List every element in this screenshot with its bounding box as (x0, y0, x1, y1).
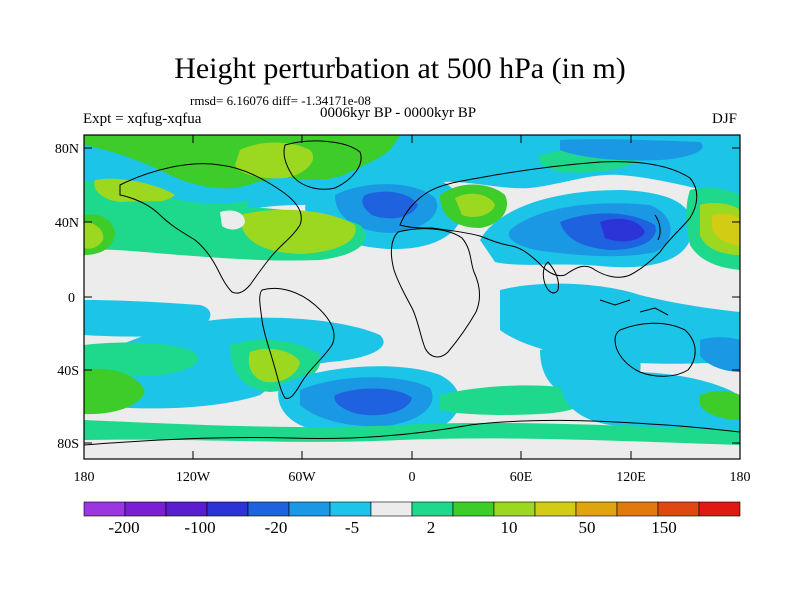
season-label: DJF (712, 111, 738, 127)
coastline-greenland (283, 140, 362, 190)
colorbar-label: 10 (501, 518, 518, 537)
axis-ticks (84, 135, 740, 459)
lon-label: 180 (74, 470, 95, 485)
colorbar-label: -5 (345, 518, 359, 537)
colorbar-label: 50 (579, 518, 596, 537)
contour-field (84, 135, 740, 459)
contour-region (700, 337, 740, 372)
contour-region (500, 283, 740, 364)
colorbar-swatch (370, 501, 413, 517)
coastline-south-america (259, 287, 335, 399)
lat-label: 80N (55, 142, 79, 157)
lon-label: 120E (616, 470, 646, 485)
lon-label: 0 (409, 470, 416, 485)
colorbar-swatch (616, 501, 659, 517)
lon-label: 60E (510, 470, 533, 485)
colorbar-swatch (698, 501, 741, 517)
colorbar-swatch (329, 501, 372, 517)
coastlines (84, 140, 740, 446)
colorbar-label: -20 (265, 518, 288, 537)
lon-label: 180 (730, 470, 751, 485)
lat-label: 40N (55, 216, 79, 231)
coastline-north-america (119, 163, 302, 294)
coastline-india (542, 261, 559, 294)
colorbar-swatch (452, 501, 495, 517)
contour-region (560, 371, 740, 431)
coastline-japan (654, 214, 661, 241)
colorbar-swatch (493, 501, 536, 517)
colorbar-swatch (657, 501, 700, 517)
coastline-eurasia (399, 161, 698, 278)
colorbar-swatch (575, 501, 618, 517)
colorbar-swatch (411, 501, 454, 517)
colorbar-swatch (534, 501, 577, 517)
contour-region (700, 391, 740, 420)
lat-label: 40S (57, 364, 79, 379)
chart-title: Height perturbation at 500 hPa (in m) (174, 52, 626, 85)
coastline-antarctica (84, 419, 740, 446)
contour-region (220, 210, 245, 230)
contour-region (84, 368, 145, 415)
contour-region (440, 385, 588, 415)
colorbar-swatch (288, 501, 331, 517)
colorbar-label: 2 (427, 518, 436, 537)
colorbar-label: -100 (184, 518, 215, 537)
contour-region (455, 193, 495, 217)
colorbar-label: -200 (108, 518, 139, 537)
rmsd-diff-stats: rmsd= 6.16076 diff= -1.34171e-08 (190, 93, 371, 108)
period-label: 0006kyr BP - 0000kyr BP (320, 105, 477, 121)
lat-label: 80S (57, 437, 79, 452)
coastline-australia (614, 322, 696, 377)
contour-region (600, 218, 645, 242)
contour-region (334, 388, 412, 416)
lat-label: 0 (68, 291, 75, 306)
colorbar-swatch (83, 501, 126, 517)
colorbar (83, 501, 741, 517)
contour-region (362, 191, 418, 219)
coastline-maritime (599, 299, 669, 316)
experiment-label: Expt = xqfug-xqfua (83, 111, 202, 127)
colorbar-swatch (165, 501, 208, 517)
contour-region (84, 342, 199, 377)
contour-region (94, 178, 175, 204)
contour-region (240, 209, 356, 254)
contour-region (560, 139, 703, 161)
colorbar-swatch (124, 501, 167, 517)
contour-region (84, 222, 104, 249)
contour-region (84, 438, 740, 459)
colorbar-labels: -200 -100 -20 -5 2 10 50 150 (108, 518, 676, 537)
colorbar-swatch (206, 501, 249, 517)
lon-label: 120W (176, 470, 211, 485)
contour-region (235, 142, 314, 179)
colorbar-swatch (247, 501, 290, 517)
lon-label: 60W (288, 470, 316, 485)
colorbar-label: 150 (651, 518, 677, 537)
coastline-africa (390, 228, 481, 358)
